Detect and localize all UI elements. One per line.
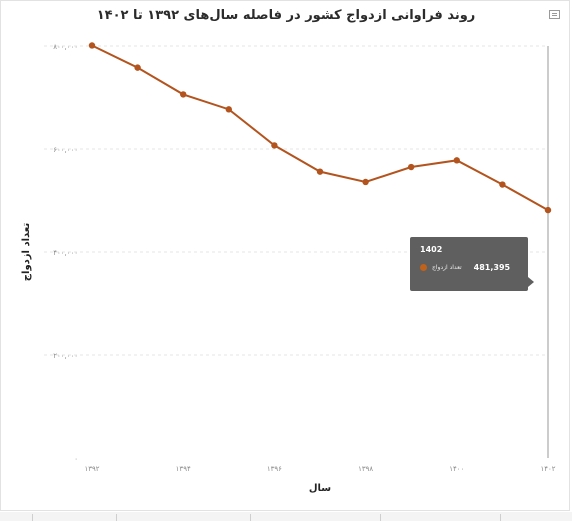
y-axis-ticks: ۰ ۲۰۰,۰۰۰ ۴۰۰,۰۰۰ ۶۰۰,۰۰۰ ۸۰۰,۰۰۰ [53,43,78,463]
data-point[interactable] [88,42,96,49]
tooltip-value: 481,395 [473,263,511,272]
x-tick-label: ۱۴۰۲ [540,465,555,473]
data-point[interactable] [180,91,187,98]
data-point[interactable] [544,206,552,214]
y-tick-label: ۶۰۰,۰۰۰ [53,146,78,154]
chart-title: روند فراوانی ازدواج کشور در فاصله سال‌ها… [96,8,476,23]
toolbar-divider [32,514,33,521]
data-tooltip: 1402 تعداد ازدواج 481,395 [410,237,534,291]
toolbar-divider [116,514,117,521]
x-tick-label: ۱۳۹۴ [176,465,191,473]
tooltip-year: 1402 [420,245,443,254]
x-tick-label: ۱۳۹۲ [84,465,99,473]
x-axis-title: سال [309,483,331,494]
y-tick-label: ۴۰۰,۰۰۰ [53,249,78,257]
data-point[interactable] [499,181,506,188]
data-point[interactable] [271,142,278,149]
x-tick-label: ۱۳۹۸ [358,465,373,473]
series-line [91,44,549,211]
data-point[interactable] [453,157,460,164]
data-point[interactable] [225,106,232,113]
export-menu-icon[interactable] [549,10,560,19]
y-tick-label: ۲۰۰,۰۰۰ [53,352,78,360]
tooltip-series-marker [420,264,427,271]
series-points[interactable] [88,42,552,214]
data-point[interactable] [134,64,141,71]
data-point[interactable] [408,163,415,171]
toolbar-divider [500,514,501,521]
tooltip-row: تعداد ازدواج 481,395 [420,263,518,272]
data-point[interactable] [362,178,369,186]
x-tick-label: ۱۴۰۰ [449,465,464,473]
toolbar-divider [250,514,251,521]
grid-lines [44,45,548,356]
bottom-toolbar [0,512,572,521]
y-tick-label: ۸۰۰,۰۰۰ [53,43,78,51]
x-axis-ticks: ۱۳۹۲ ۱۳۹۴ ۱۳۹۶ ۱۳۹۸ ۱۴۰۰ ۱۴۰۲ [84,465,555,473]
x-tick-label: ۱۳۹۶ [267,465,282,473]
y-axis-title: تعداد ازدواج [21,223,32,282]
y-tick-label: ۰ [74,455,78,463]
data-point[interactable] [316,168,324,175]
toolbar-divider [380,514,381,521]
tooltip-series-label: تعداد ازدواج [432,264,462,271]
